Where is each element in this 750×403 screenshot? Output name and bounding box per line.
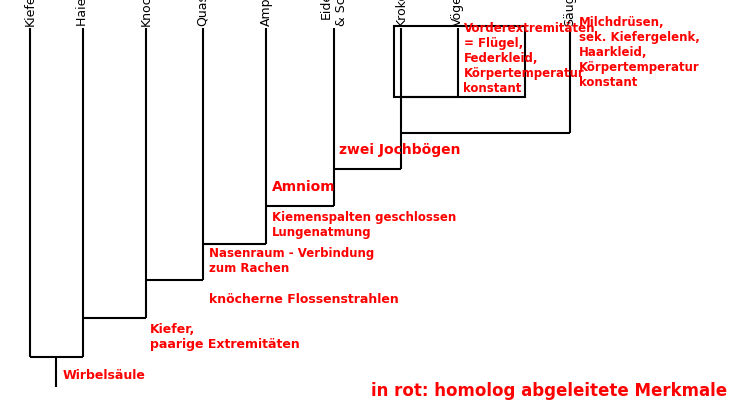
Text: Eidechsen
& Schlangen: Eidechsen & Schlangen — [320, 0, 348, 26]
Text: Säugetiere: Säugetiere — [563, 0, 577, 26]
Text: Krokodile: Krokodile — [394, 0, 408, 26]
Text: Knochenfische: Knochenfische — [140, 0, 153, 26]
Bar — [394, 26, 525, 97]
Text: Amphibien: Amphibien — [260, 0, 273, 26]
Text: Haie & Rochen: Haie & Rochen — [76, 0, 89, 26]
Text: Amniom: Amniom — [272, 181, 335, 194]
Text: Kiemenspalten geschlossen
Lungenatmung: Kiemenspalten geschlossen Lungenatmung — [272, 211, 456, 239]
Text: Vögel: Vögel — [451, 0, 464, 26]
Text: Nasenraum - Verbindung
zum Rachen: Nasenraum - Verbindung zum Rachen — [209, 247, 374, 275]
Text: Milchdrüsen,
sek. Kiefergelenk,
Haarkleid,
Körpertemperatur
konstant: Milchdrüsen, sek. Kiefergelenk, Haarklei… — [579, 16, 700, 89]
Text: zwei Jochbögen: zwei Jochbögen — [339, 143, 460, 157]
Text: Wirbelsäule: Wirbelsäule — [62, 369, 146, 382]
Text: in rot: homolog abgeleitete Merkmale: in rot: homolog abgeleitete Merkmale — [371, 382, 728, 400]
Text: knöcherne Flossenstrahlen: knöcherne Flossenstrahlen — [209, 293, 398, 305]
Text: Quastenflosser: Quastenflosser — [196, 0, 209, 26]
Text: Kiefer,
paarige Extremitäten: Kiefer, paarige Extremitäten — [150, 322, 300, 351]
Text: Vorderextremitäten
= Flügel,
Federkleid,
Körpertemperatur
konstant: Vorderextremitäten = Flügel, Federkleid,… — [464, 22, 595, 95]
Text: Kieferlose: Kieferlose — [23, 0, 37, 26]
